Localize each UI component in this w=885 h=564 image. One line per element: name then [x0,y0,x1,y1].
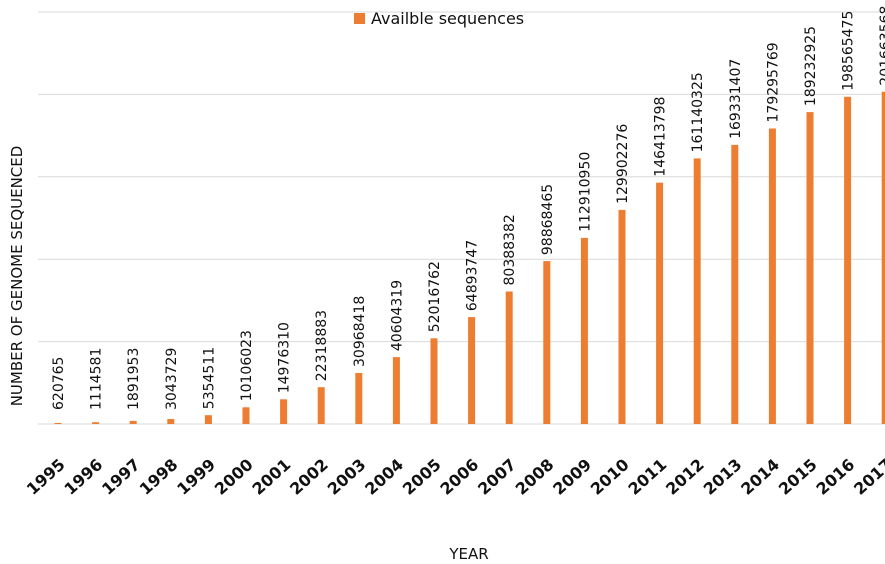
data-label-1995: 620765 [51,357,67,410]
y-axis-title: NUMBER OF GENOME SEQUENCED [8,146,26,407]
bar-2008 [543,261,551,424]
x-tick-2007: 2007 [474,455,520,499]
bar-1997 [129,420,137,424]
bar-2015 [806,112,814,424]
data-label-2013: 169331407 [728,59,744,139]
bar-2011 [656,182,664,424]
bar-2005 [430,338,438,424]
data-label-2016: 198565475 [841,11,857,91]
legend-label: Availble sequences [371,9,524,28]
legend: Availble sequences [354,9,524,28]
data-label-1998: 3043729 [164,348,180,410]
x-tick-2011: 2011 [624,455,670,499]
data-label-1997: 1891953 [126,348,142,410]
x-tick-2014: 2014 [737,455,783,499]
bar-1999 [204,415,212,424]
bar-1995 [54,423,62,424]
x-tick-1995: 1995 [23,455,69,499]
bar-2001 [280,399,288,424]
bar-2006 [468,317,476,424]
data-label-2008: 98868465 [540,184,556,255]
x-tick-2016: 2016 [812,455,858,499]
bar-2017 [881,91,885,424]
bar-2003 [355,373,363,424]
x-tick-1996: 1996 [60,455,106,499]
x-tick-1998: 1998 [136,455,182,499]
x-tick-2002: 2002 [286,455,332,499]
data-label-2002: 22318883 [314,310,330,381]
bar-2014 [768,128,776,424]
bar-2010 [618,209,626,424]
bar-2007 [505,291,513,424]
x-tick-2010: 2010 [587,455,633,499]
data-label-2014: 179295769 [765,42,781,122]
data-label-2007: 80388382 [502,214,518,285]
bar-2009 [580,237,588,424]
bar-2002 [317,387,325,424]
data-label-2012: 161140325 [690,72,706,152]
x-tick-2017: 2017 [850,455,885,499]
bar-2016 [844,96,852,425]
x-tick-2013: 2013 [700,455,746,499]
x-tick-1999: 1999 [173,455,219,499]
x-axis-title: YEAR [448,545,488,563]
bar-2000 [242,407,250,424]
bar-2012 [693,158,701,424]
data-label-2003: 30968418 [352,296,368,367]
data-label-2011: 146413798 [653,97,669,177]
data-label-2009: 112910950 [577,152,593,232]
x-tick-2008: 2008 [512,455,558,499]
x-tick-2001: 2001 [248,455,294,499]
x-tick-2009: 2009 [549,455,595,499]
gridlines [38,11,885,425]
data-label-2004: 40604319 [389,280,405,351]
data-label-2010: 129902276 [615,124,631,204]
x-tick-2005: 2005 [399,455,445,499]
data-label-2000: 10106023 [239,330,255,401]
legend-swatch [354,13,365,24]
x-tick-1997: 1997 [98,455,144,499]
data-label-2006: 64893747 [465,240,481,311]
bars [54,91,885,425]
x-tick-2003: 2003 [324,455,370,499]
x-tick-2006: 2006 [436,455,482,499]
bar-1998 [167,419,175,424]
data-labels: 620765 1114581 1891953 3043729 5354511 101060… [51,6,885,410]
x-tick-2015: 2015 [775,455,821,499]
data-label-1999: 5354511 [201,347,217,409]
data-label-2005: 52016762 [427,261,443,332]
data-label-2001: 14976310 [277,322,293,393]
bar-2013 [731,144,739,424]
x-axis-tick-labels: 1995199619971998199920002001200220032004… [23,455,885,499]
x-tick-2012: 2012 [662,455,708,499]
data-label-1996: 1114581 [89,348,105,410]
x-tick-2004: 2004 [361,455,407,499]
x-tick-2000: 2000 [211,455,257,499]
bar-1996 [92,422,100,424]
data-label-2017: 201663568 [878,6,885,86]
bar-2004 [392,357,400,424]
data-label-2015: 189232925 [803,26,819,106]
